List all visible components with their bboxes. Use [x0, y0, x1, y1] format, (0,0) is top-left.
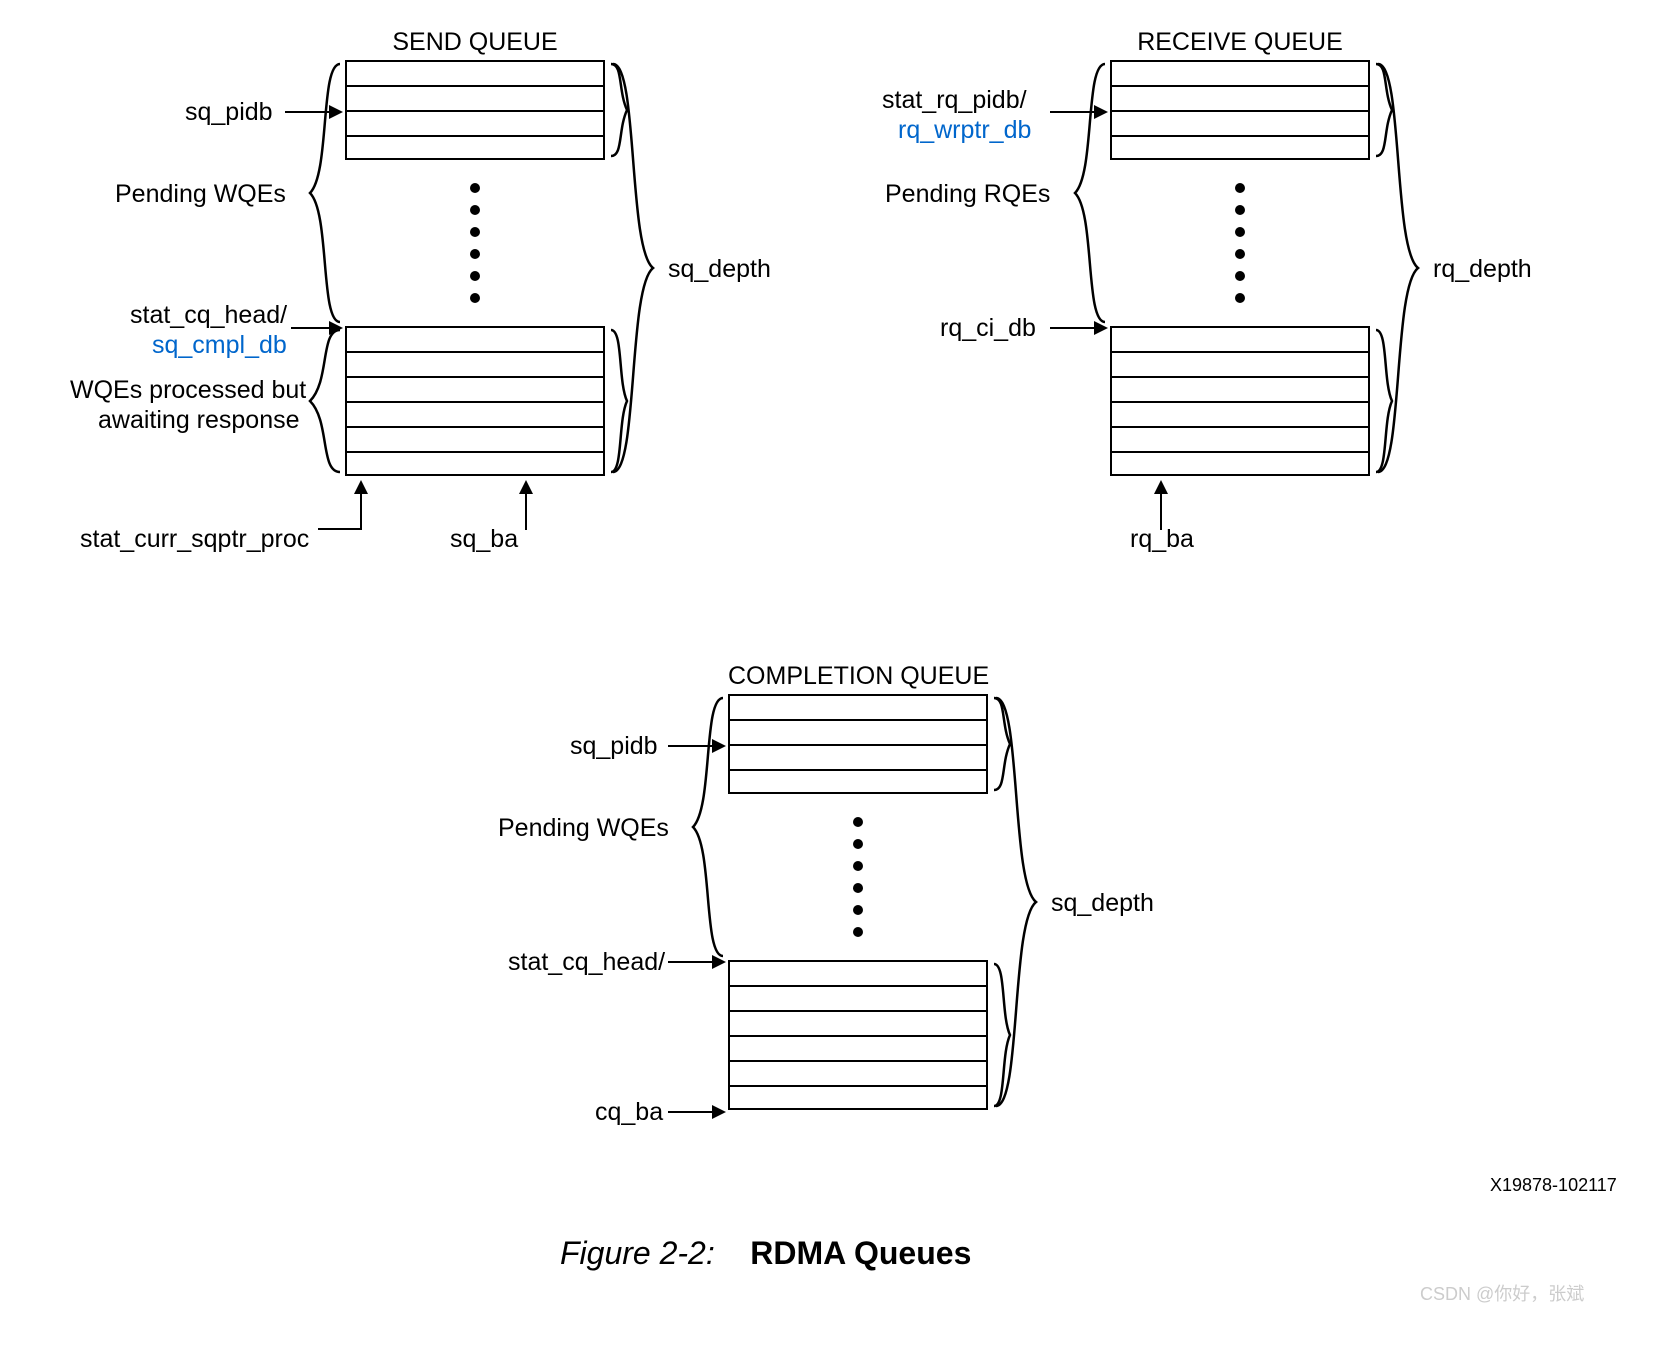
recv-bottom-row: [1110, 376, 1370, 378]
ellipsis-dot: [470, 205, 480, 215]
comp-top-row: [728, 744, 988, 746]
ellipsis-dot: [853, 839, 863, 849]
brace-sq-top-right: [608, 60, 630, 160]
recv-top-row: [1110, 85, 1370, 87]
send-top-row: [345, 135, 605, 137]
rq-ci-db-label: rq_ci_db: [940, 314, 1036, 343]
ellipsis-dot: [470, 249, 480, 259]
arrow: [668, 961, 714, 963]
cq-pending-label: Pending WQEs: [498, 814, 669, 843]
comp-bottom-row: [728, 1085, 988, 1087]
ellipsis-dot: [853, 905, 863, 915]
arrow-head: [519, 480, 533, 494]
recv-top-row: [1110, 110, 1370, 112]
arrow: [318, 528, 362, 530]
arrow: [1050, 327, 1096, 329]
ellipsis-dot: [1235, 249, 1245, 259]
send-top-row: [345, 85, 605, 87]
comp-top-row: [728, 769, 988, 771]
send-bottom-row: [345, 376, 605, 378]
brace-pending-rqes: [1065, 60, 1110, 326]
comp-bottom-row: [728, 1035, 988, 1037]
arrow: [1160, 492, 1162, 530]
ellipsis-dot: [1235, 227, 1245, 237]
brace-cq-pending: [683, 694, 728, 960]
pending-rqes-label: Pending RQEs: [885, 180, 1050, 209]
recv-bottom-row: [1110, 426, 1370, 428]
comp-bottom-row: [728, 1060, 988, 1062]
comp-top-row: [728, 719, 988, 721]
ellipsis-dot: [853, 883, 863, 893]
recv-bottom-row: [1110, 351, 1370, 353]
cq-depth-label: sq_depth: [1051, 889, 1154, 918]
ellipsis-dot: [470, 271, 480, 281]
ellipsis-dot: [470, 293, 480, 303]
arrow: [668, 1111, 714, 1113]
cq-head-label: stat_cq_head/: [508, 948, 665, 977]
brace-pending-wqes: [300, 60, 345, 326]
figure-caption: Figure 2-2: RDMA Queues: [560, 1235, 971, 1272]
caption-title: RDMA Queues: [750, 1235, 971, 1271]
brace-cq-bot-right: [991, 960, 1013, 1110]
send-bottom-row: [345, 401, 605, 403]
send-bottom-row: [345, 351, 605, 353]
receive-queue-title: RECEIVE QUEUE: [1110, 28, 1370, 57]
ellipsis-dot: [1235, 183, 1245, 193]
ellipsis-dot: [853, 817, 863, 827]
send-top-row: [345, 110, 605, 112]
brace-rq-top-right: [1373, 60, 1395, 160]
cq-pidb-label: sq_pidb: [570, 732, 658, 761]
processed-label-1: WQEs processed but: [70, 376, 306, 405]
cq-ba-label: cq_ba: [595, 1098, 663, 1127]
arrow-head: [1094, 321, 1108, 335]
arrow-head: [354, 480, 368, 494]
ellipsis-dot: [853, 861, 863, 871]
sq-cmpl-db-label: sq_cmpl_db: [152, 331, 287, 360]
comp-bottom-row: [728, 985, 988, 987]
recv-top-row: [1110, 135, 1370, 137]
rq-wrptr-db-label: rq_wrptr_db: [898, 116, 1031, 145]
recv-bottom-row: [1110, 451, 1370, 453]
brace-rq-bot-right: [1373, 326, 1395, 476]
ellipsis-dot: [853, 927, 863, 937]
ellipsis-dot: [470, 183, 480, 193]
arrow-head: [1154, 480, 1168, 494]
sq-pidb-label: sq_pidb: [185, 98, 273, 127]
caption-prefix: Figure 2-2:: [560, 1235, 715, 1271]
brace-cq-top-right: [991, 694, 1013, 794]
send-bottom-row: [345, 426, 605, 428]
stat-cq-head-label: stat_cq_head/: [130, 301, 287, 330]
watermark: CSDN @你好，张斌: [1420, 1280, 1584, 1306]
arrow-head: [712, 955, 726, 969]
processed-label-2: awaiting response: [98, 406, 300, 435]
recv-bottom-row: [1110, 401, 1370, 403]
rq-depth-label: rq_depth: [1433, 255, 1532, 284]
ellipsis-dot: [1235, 293, 1245, 303]
ellipsis-dot: [1235, 271, 1245, 281]
diagram-canvas: { "canvas": { "width": 1680, "height": 1…: [0, 0, 1680, 1360]
ellipsis-dot: [470, 227, 480, 237]
send-bottom-row: [345, 451, 605, 453]
brace-processed: [300, 326, 345, 476]
send-queue-title: SEND QUEUE: [345, 28, 605, 57]
arrow: [360, 492, 362, 530]
sq-ba-label: sq_ba: [450, 525, 518, 554]
brace-sq-bot-right: [608, 326, 630, 476]
stat-curr-sqptr-label: stat_curr_sqptr_proc: [80, 525, 309, 554]
ellipsis-dot: [1235, 205, 1245, 215]
stat-rq-pidb-label: stat_rq_pidb/: [882, 86, 1027, 115]
pending-wqes-label: Pending WQEs: [115, 180, 286, 209]
sq-depth-label: sq_depth: [668, 255, 771, 284]
completion-queue-title: COMPLETION QUEUE: [728, 662, 988, 691]
comp-bottom-row: [728, 1010, 988, 1012]
arrow-head: [712, 1105, 726, 1119]
reference-number: X19878-102117: [1490, 1175, 1617, 1196]
arrow: [525, 492, 527, 530]
